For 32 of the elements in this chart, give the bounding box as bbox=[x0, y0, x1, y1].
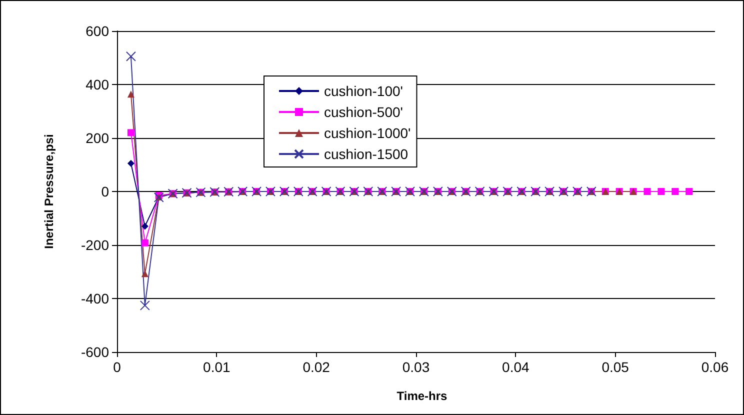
point bbox=[127, 160, 134, 167]
point bbox=[686, 188, 693, 195]
point bbox=[141, 270, 148, 278]
y-tick-label: -200 bbox=[80, 237, 110, 253]
y-tick-label: 0 bbox=[101, 184, 110, 200]
point bbox=[127, 90, 134, 98]
y-tick-label: -400 bbox=[80, 290, 110, 306]
point bbox=[127, 129, 134, 136]
y-tick-label: 200 bbox=[86, 130, 110, 146]
legend-label: cushion-1500 bbox=[324, 146, 408, 162]
point bbox=[141, 222, 148, 230]
x-axis-title: Time-hrs bbox=[396, 389, 448, 403]
x-tick-label: 0.06 bbox=[701, 359, 729, 375]
y-axis-title: Inertial Pressure,psi bbox=[42, 134, 56, 249]
x-tick-label: 0 bbox=[113, 359, 122, 375]
y-tick-label: 400 bbox=[86, 76, 110, 92]
legend-label: cushion-500' bbox=[324, 104, 403, 120]
x-tick-label: 0.05 bbox=[602, 359, 630, 375]
legend-label: cushion-1000' bbox=[324, 125, 411, 141]
point bbox=[126, 51, 136, 62]
point bbox=[140, 300, 150, 310]
x-tick-label: 0.02 bbox=[302, 359, 330, 375]
point bbox=[658, 188, 665, 195]
x-tick-label: 0.03 bbox=[402, 359, 430, 375]
legend-label: cushion-100' bbox=[324, 83, 403, 99]
y-tick-label: -600 bbox=[80, 344, 110, 360]
x-tick-label: 0.01 bbox=[203, 359, 231, 375]
point bbox=[644, 188, 651, 195]
x-tick-label: 0.04 bbox=[502, 359, 530, 375]
y-tick-label: 600 bbox=[86, 23, 110, 39]
point bbox=[672, 188, 679, 195]
point bbox=[141, 239, 148, 246]
